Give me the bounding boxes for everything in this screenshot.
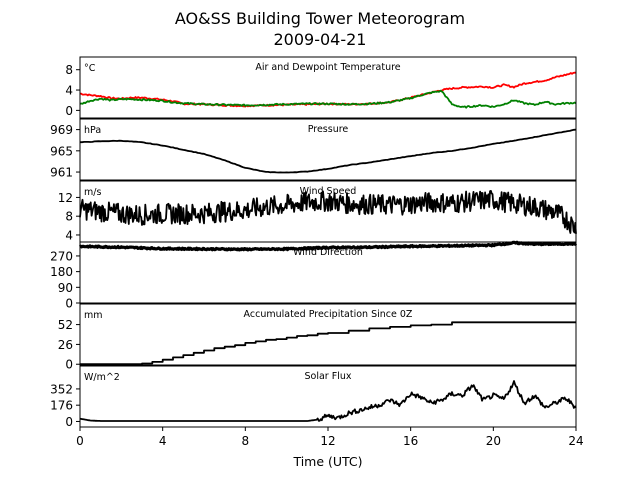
panel-6-ytick-label-1: 0 xyxy=(65,415,73,429)
panel-6-title: Solar Flux xyxy=(305,371,352,382)
panel-1-series-2-line xyxy=(79,89,577,109)
panel-2-series-1-line xyxy=(80,128,577,174)
panel-3-unit-label: m/s xyxy=(84,187,101,198)
x-tick-label-6: 20 xyxy=(486,434,501,448)
panel-1: 0 4 8 °C Air and Dewpoint Temperature xyxy=(65,56,577,119)
panel-5-title: Accumulated Precipitation Since 0Z xyxy=(244,309,413,320)
panel-5-unit-label: mm xyxy=(84,310,103,321)
panel-4-ytick-label-1: 0 xyxy=(65,297,73,311)
x-tick-label-2: 4 xyxy=(159,434,167,448)
panel-4-title: Wind Direction xyxy=(293,247,363,258)
figure-subtitle: 2009-04-21 xyxy=(274,30,367,49)
panel-5-frame xyxy=(79,303,577,366)
panel-1-title: Air and Dewpoint Temperature xyxy=(255,62,400,73)
panel-4: 0 90 180 270 Wind Direction xyxy=(50,240,578,311)
panel-5-ytick-label-2: 26 xyxy=(58,338,73,352)
panel-5: 0 26 52 mm Accumulated Precipitation Since 0… xyxy=(58,303,577,372)
figure-title: AO&SS Building Tower Meteorogram xyxy=(175,9,465,28)
panel-5-series-1-line xyxy=(80,321,576,366)
x-tick-label-3: 8 xyxy=(242,434,250,448)
panel-1-ytick-label-2: 4 xyxy=(65,84,73,98)
x-axis: 0 4 8 12 16 20 24 xyxy=(76,427,584,448)
panel-2-title: Pressure xyxy=(308,124,349,135)
panel-3-ytick-label-1: 4 xyxy=(65,228,73,242)
panel-5-ytick-label-1: 0 xyxy=(65,358,73,372)
panels-group: 048 °C Air and Dewpoint Temperature9619659… xyxy=(50,56,578,429)
panel-1-frame xyxy=(79,56,577,119)
panel-4-frame xyxy=(79,241,577,304)
x-tick-label-1: 0 xyxy=(76,434,84,448)
panel-3-series-1-line xyxy=(79,190,577,234)
panel-5-ytick-label-3: 52 xyxy=(58,318,73,332)
panel-2-unit-label: hPa xyxy=(84,125,101,136)
panel-1-unit-label: °C xyxy=(84,63,96,74)
panel-6-unit-label: W/m^2 xyxy=(84,372,120,383)
panel-2-ytick-label-2: 965 xyxy=(50,144,73,158)
x-tick-label-7: 24 xyxy=(568,434,583,448)
panel-6-series-1-line xyxy=(79,380,577,422)
panel-3-title: Wind Speed xyxy=(300,186,357,197)
panel-4-ytick-label-4: 270 xyxy=(50,249,73,263)
x-axis-label: Time (UTC) xyxy=(292,454,362,469)
panel-1-ytick-label-1: 0 xyxy=(65,104,73,118)
panel-2-ytick-label-1: 961 xyxy=(50,166,73,180)
panel-2-ytick-label-3: 969 xyxy=(50,123,73,137)
panel-4-series-1-line xyxy=(78,240,578,252)
panel-4-ytick-label-2: 90 xyxy=(58,281,73,295)
panel-6-ytick-label-2: 176 xyxy=(50,399,73,413)
panel-3-ytick-label-2: 8 xyxy=(65,210,73,224)
panel-6: 0 176 352 W/m^2 Solar Flux xyxy=(50,365,577,429)
panel-1-ytick-label-3: 8 xyxy=(65,63,73,77)
panel-2-frame xyxy=(79,118,577,181)
panel-6-ytick-label-3: 352 xyxy=(50,382,73,396)
panel-4-ytick-label-3: 180 xyxy=(50,265,73,279)
panel-2: 961 965 969 hPa Pressure xyxy=(50,118,577,181)
panel-3-ytick-label-3: 12 xyxy=(58,191,73,205)
x-tick-label-5: 16 xyxy=(403,434,418,448)
x-tick-label-4: 12 xyxy=(320,434,335,448)
